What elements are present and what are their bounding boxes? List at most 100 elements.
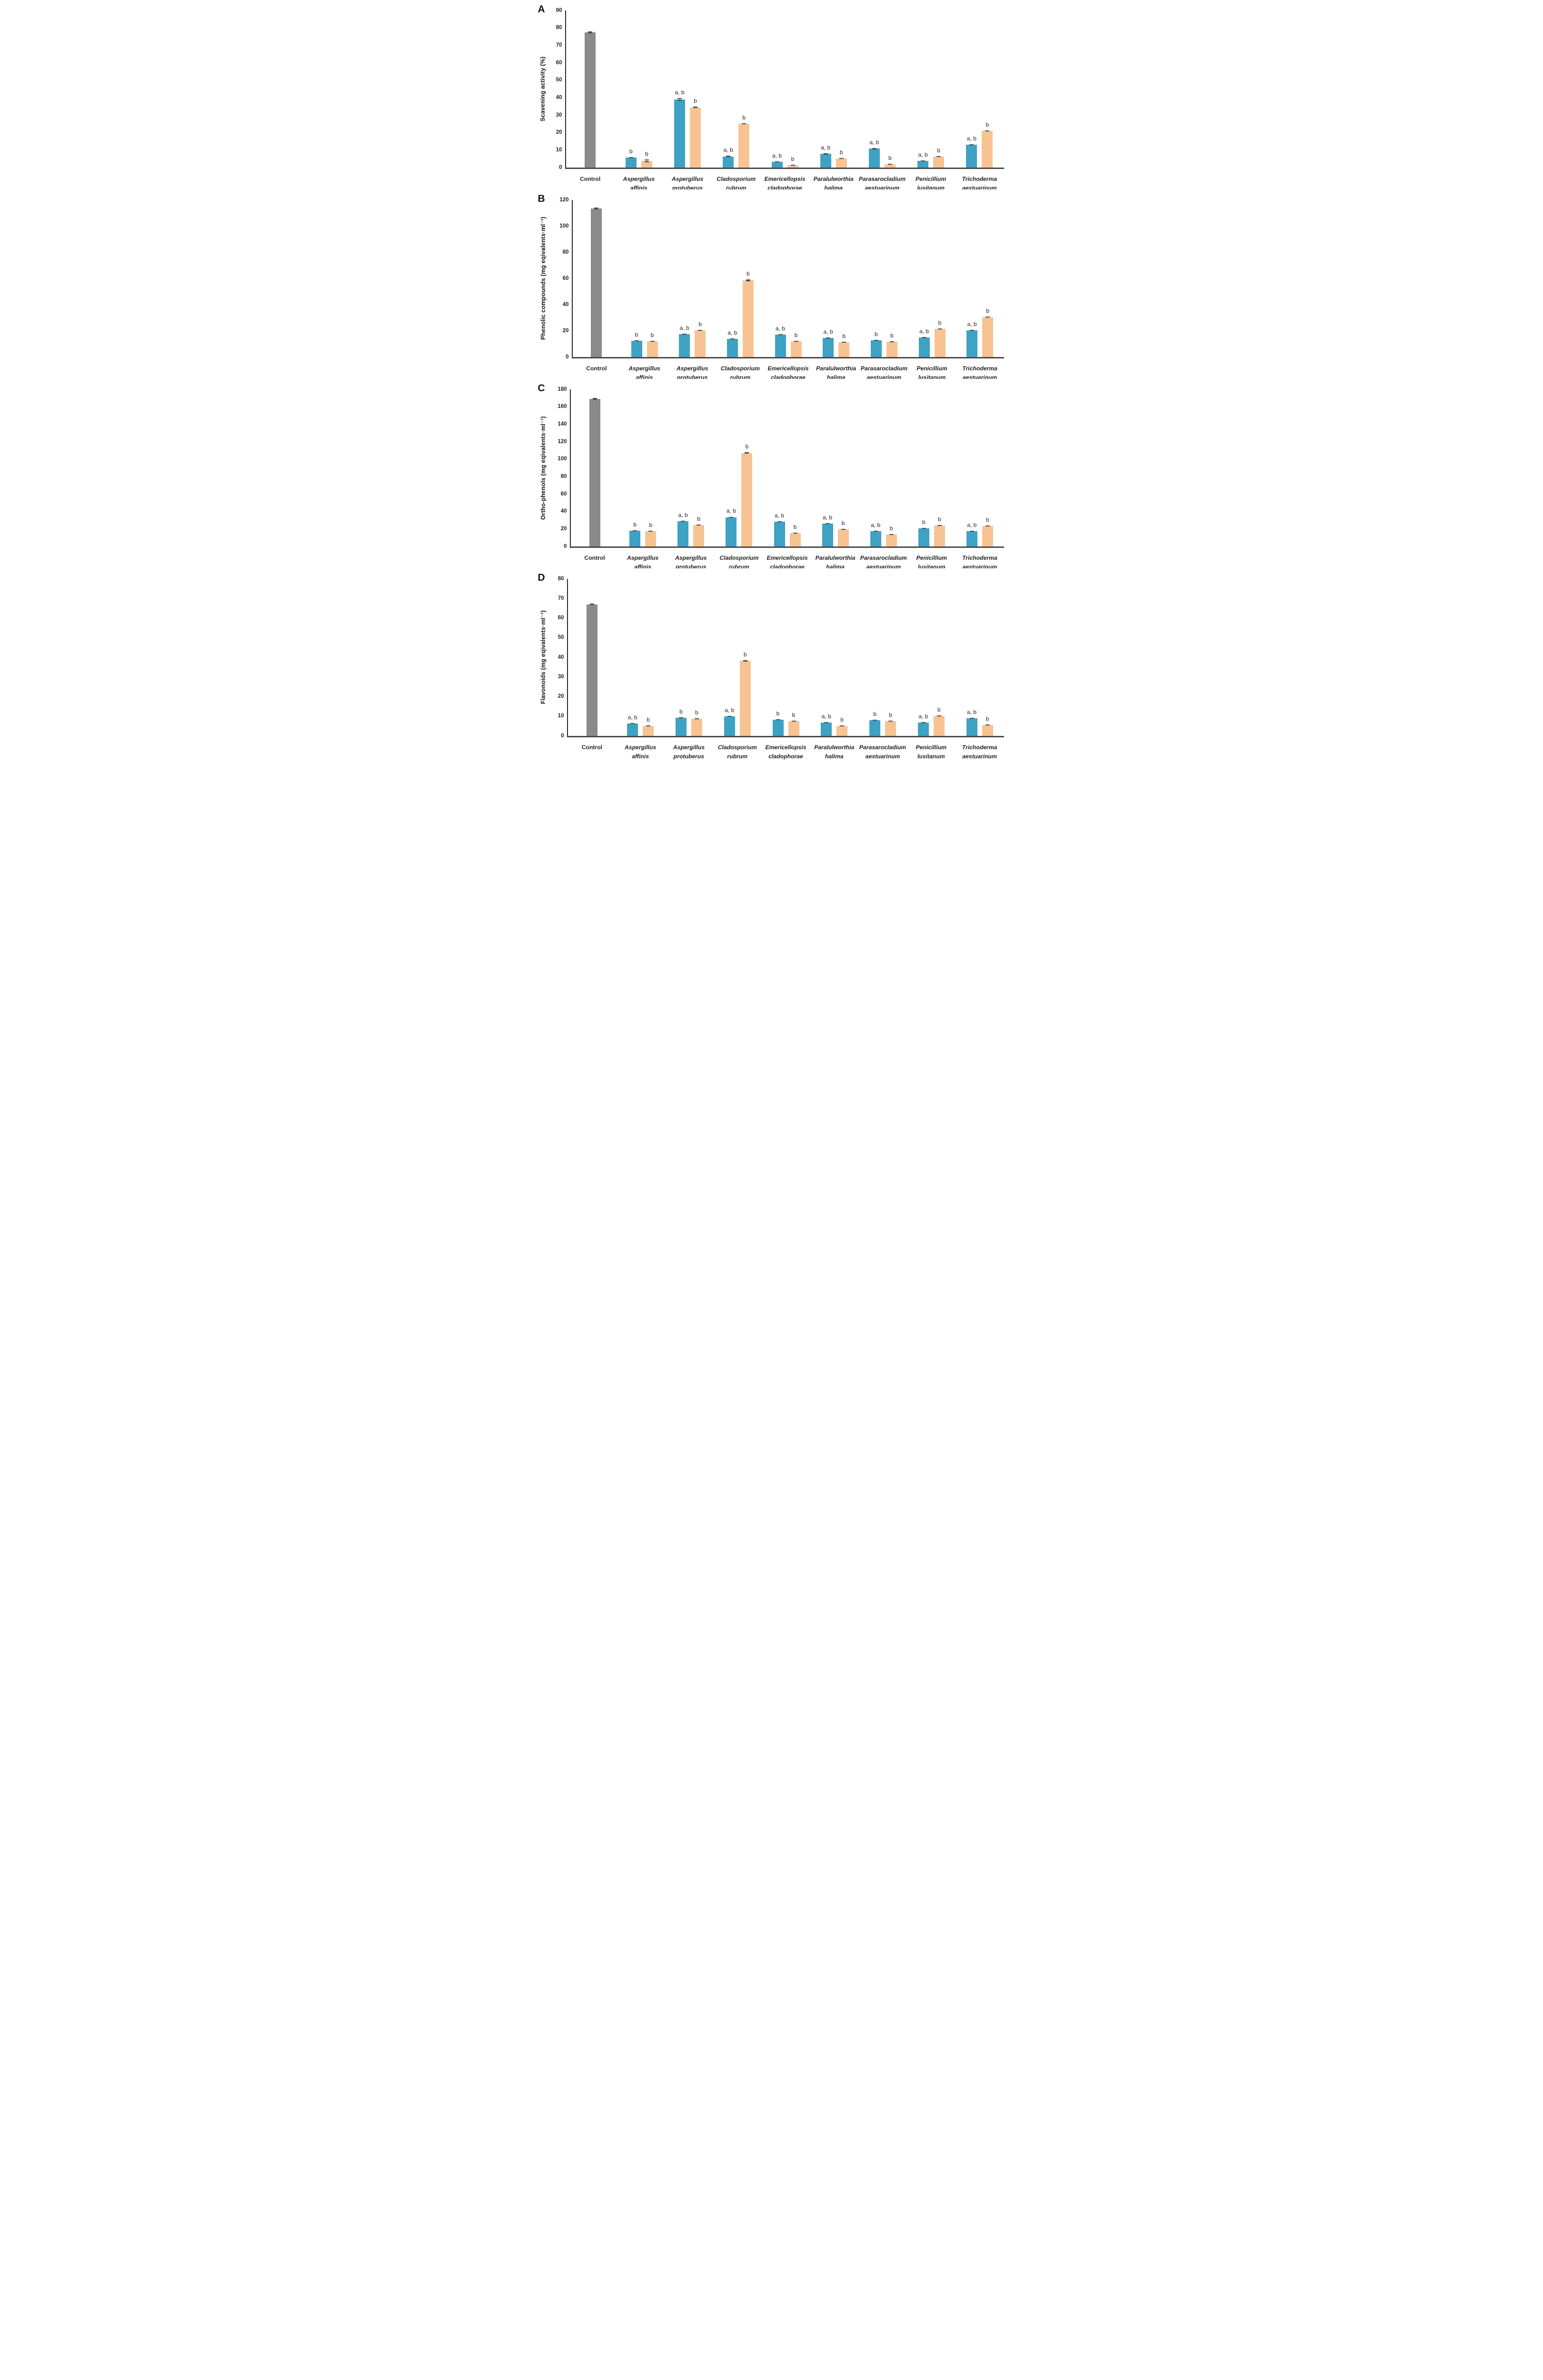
x-category-label-line: Parasarocladium: [858, 176, 906, 182]
y-tick-label: 80: [560, 473, 567, 479]
significance-note: b: [647, 716, 650, 723]
error-bar: [921, 160, 926, 161]
x-category-label-line: Emericellopsis: [765, 744, 806, 751]
y-tick-label: 30: [556, 112, 562, 118]
x-category-label-line: Paralulworthia: [815, 555, 856, 561]
x-category-label-line: Cladosporium: [717, 176, 756, 182]
bar-orange: [690, 107, 701, 168]
panel-b: B Phenolic compounds (mg eqivalents·ml⁻¹)…: [533, 189, 1010, 381]
significance-note: b: [695, 709, 698, 716]
x-category-label-line: Aspergillus: [671, 176, 704, 182]
x-category-label-line: Parasarocladium: [860, 555, 907, 561]
x-category-label-line: aestuarinum: [962, 753, 997, 760]
error-bar-cap-bottom: [937, 328, 942, 330]
bar-orange: [691, 718, 702, 736]
significance-note: a, b: [966, 135, 976, 142]
error-bar-cap-top: [644, 159, 649, 160]
y-tick-label: 80: [562, 249, 569, 255]
error-bar-cap-bottom: [778, 334, 783, 336]
x-category-label: Control: [568, 364, 625, 373]
x-category-label: Penicillium lusitanum: [903, 743, 960, 761]
y-tick-label: 60: [562, 275, 569, 281]
y-tick-label: 80: [556, 25, 562, 31]
x-category-label-line: Penicillium: [915, 176, 946, 182]
y-tick-label: 20: [557, 694, 564, 699]
bar-orange: [693, 525, 705, 546]
x-category-label-line: Trichoderma: [962, 176, 997, 182]
y-tick-label: 50: [557, 635, 564, 641]
y-tick-label: 0: [566, 354, 569, 360]
error-bar: [730, 338, 735, 340]
plot-area: 0 20 40 60 80 100 120 Control b b Aspergillus affin…: [559, 197, 1004, 381]
error-bar-cap-bottom: [874, 340, 878, 341]
x-category-label-line: Emericellopsis: [767, 555, 808, 561]
error-bar-cap-top: [589, 603, 594, 605]
bar-teal: [629, 531, 641, 546]
error-bar: [650, 341, 655, 342]
bar-teal: [774, 521, 785, 546]
significance-note: b: [938, 319, 942, 327]
error-bar: [697, 525, 701, 526]
significance-note: a, b: [918, 151, 928, 158]
x-category-label-line: Cladosporium: [719, 555, 759, 561]
error-bar: [794, 341, 798, 342]
significance-note: b: [937, 706, 941, 714]
error-bar-cap-bottom: [727, 716, 732, 717]
error-bar: [698, 329, 703, 331]
error-bar: [693, 107, 698, 108]
error-bar-cap-bottom: [790, 165, 795, 166]
x-category-label-line: Penicillium: [916, 744, 946, 751]
significance-note: a, b: [919, 327, 929, 335]
y-tick-label: 70: [556, 42, 562, 48]
error-bar: [746, 279, 750, 281]
error-bar: [841, 529, 846, 530]
error-bar: [921, 527, 926, 529]
significance-note: b: [794, 332, 798, 338]
x-category-label-line: Aspergillus: [675, 555, 707, 561]
bar-teal: [775, 335, 786, 357]
significance-note: b: [873, 711, 876, 718]
error-bar: [985, 130, 990, 131]
error-bar-cap-bottom: [969, 531, 974, 532]
y-tick-label: 0: [559, 164, 562, 170]
error-bar: [588, 31, 593, 33]
y-axis-title: Phenolic compounds (mg eqivalents·ml⁻¹): [539, 217, 547, 340]
error-bar-cap-bottom: [793, 532, 797, 534]
y-tick-label: 90: [556, 7, 562, 13]
x-category-label-line: Cladosporium: [717, 744, 757, 751]
error-bar: [825, 523, 830, 525]
error-bar-cap-bottom: [887, 164, 892, 165]
bar-teal: [627, 724, 638, 736]
bar-orange: [934, 329, 946, 357]
significance-note: b: [697, 516, 701, 523]
bar-teal: [675, 717, 687, 736]
significance-note: b: [986, 307, 989, 315]
bar-orange: [836, 158, 847, 168]
error-bar: [589, 603, 594, 605]
significance-note: a, b: [772, 152, 782, 159]
error-bar-cap-bottom: [633, 530, 637, 531]
significance-note: a, b: [918, 713, 928, 720]
x-category-label: Control: [562, 175, 619, 184]
error-bar: [791, 721, 796, 722]
error-bar-cap-top: [588, 31, 593, 33]
y-tick-label: 40: [557, 654, 564, 660]
error-bar-cap-bottom: [794, 341, 798, 342]
y-tick-label: 160: [557, 404, 567, 410]
error-bar: [729, 516, 734, 518]
x-category-label-line: Aspergillus: [623, 176, 655, 182]
y-tick-label: 30: [557, 674, 564, 680]
bar-orange: [933, 716, 945, 736]
x-category-label-line: Penicillium: [916, 365, 947, 372]
error-bar-cap-bottom: [588, 32, 593, 33]
bar-teal: [966, 145, 977, 168]
error-bar: [634, 340, 639, 341]
panel-letter: B: [538, 193, 545, 204]
bar-control: [586, 604, 597, 736]
error-bar: [678, 717, 683, 718]
error-bar-cap-bottom: [646, 725, 651, 726]
x-category-label-line: lusitanum: [917, 753, 945, 760]
bar-teal: [821, 722, 832, 736]
x-category-label-line: aestuarinum: [865, 753, 900, 760]
x-category-label-line: cladophorae: [768, 753, 803, 760]
